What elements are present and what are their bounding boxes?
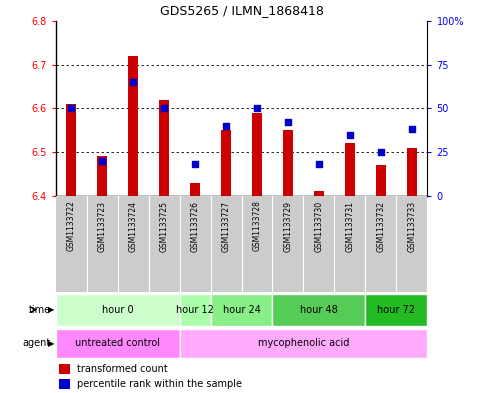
Point [160, 105, 168, 111]
Text: mycophenolic acid: mycophenolic acid [258, 338, 349, 349]
Text: ▶: ▶ [48, 339, 54, 348]
Point [346, 131, 354, 138]
Point [284, 119, 292, 125]
Text: GDS5265 / ILMN_1868418: GDS5265 / ILMN_1868418 [159, 4, 324, 17]
Point [129, 79, 137, 85]
Point [98, 158, 106, 164]
Bar [376, 165, 386, 196]
Bar [283, 130, 293, 196]
Bar [272, 294, 366, 325]
Text: time: time [28, 305, 51, 315]
Bar [59, 364, 70, 374]
Bar [180, 294, 211, 325]
Text: GSM1133724: GSM1133724 [128, 200, 138, 252]
Point [67, 105, 75, 111]
Point [315, 161, 323, 167]
Bar [344, 143, 355, 196]
Bar [190, 183, 200, 196]
Bar [211, 294, 272, 325]
Bar [252, 113, 262, 196]
Bar [313, 191, 325, 196]
Text: GSM1133731: GSM1133731 [345, 200, 355, 252]
Text: GSM1133726: GSM1133726 [190, 200, 199, 252]
Text: hour 24: hour 24 [223, 305, 260, 315]
Bar [407, 148, 417, 196]
Text: GSM1133730: GSM1133730 [314, 200, 324, 252]
Text: GSM1133733: GSM1133733 [408, 200, 416, 252]
Text: transformed count: transformed count [77, 364, 168, 374]
Text: GSM1133723: GSM1133723 [98, 200, 107, 252]
Bar [128, 56, 139, 196]
Text: percentile rank within the sample: percentile rank within the sample [77, 379, 242, 389]
Point [377, 149, 385, 155]
Text: GSM1133727: GSM1133727 [222, 200, 230, 252]
Bar [56, 329, 180, 358]
Text: GSM1133729: GSM1133729 [284, 200, 293, 252]
Text: GSM1133722: GSM1133722 [67, 200, 75, 252]
Text: GSM1133728: GSM1133728 [253, 200, 261, 252]
Text: hour 48: hour 48 [300, 305, 338, 315]
Text: untreated control: untreated control [75, 338, 160, 349]
Text: agent: agent [23, 338, 51, 349]
Bar [366, 294, 427, 325]
Point [191, 161, 199, 167]
Bar [158, 99, 170, 196]
Point [253, 105, 261, 111]
Bar [66, 104, 76, 196]
Bar [180, 329, 427, 358]
Text: ▶: ▶ [48, 305, 54, 314]
Text: GSM1133732: GSM1133732 [376, 200, 385, 252]
Text: hour 72: hour 72 [377, 305, 415, 315]
Bar [221, 130, 231, 196]
Point [408, 126, 416, 132]
Bar [56, 294, 180, 325]
Text: hour 12: hour 12 [176, 305, 214, 315]
Text: hour 0: hour 0 [102, 305, 133, 315]
Point [222, 123, 230, 129]
Text: GSM1133725: GSM1133725 [159, 200, 169, 252]
Bar [59, 379, 70, 389]
Bar [97, 156, 107, 196]
